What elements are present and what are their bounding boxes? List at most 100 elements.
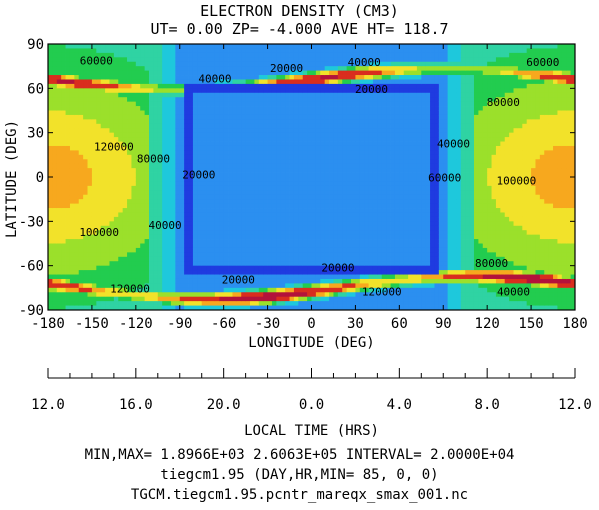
field-cell xyxy=(109,270,115,275)
field-cell xyxy=(311,159,317,165)
field-cell xyxy=(359,128,365,134)
field-cell xyxy=(372,137,378,142)
field-cell xyxy=(78,185,84,191)
field-cell xyxy=(258,137,264,142)
field-cell xyxy=(351,66,356,71)
field-cell xyxy=(109,132,115,138)
field-cell xyxy=(197,132,203,138)
field-cell xyxy=(241,287,247,293)
field-cell xyxy=(302,256,308,262)
field-cell xyxy=(289,119,295,125)
field-cell xyxy=(403,70,409,76)
field-cell xyxy=(127,274,132,280)
field-cell xyxy=(364,305,369,310)
field-cell xyxy=(197,172,203,178)
field-cell xyxy=(184,296,189,302)
field-cell xyxy=(210,48,216,54)
field-cell xyxy=(52,61,58,67)
field-cell xyxy=(96,252,102,258)
field-cell xyxy=(324,75,330,80)
field-cell xyxy=(109,141,115,147)
field-cell xyxy=(403,221,409,227)
field-cell xyxy=(241,61,247,67)
field-cell xyxy=(293,243,299,249)
field-cell xyxy=(241,137,247,142)
field-cell xyxy=(285,278,290,284)
field-cell xyxy=(399,137,405,142)
field-cell xyxy=(381,190,387,196)
field-cell xyxy=(232,97,238,103)
field-cell xyxy=(201,172,207,178)
field-cell xyxy=(140,106,146,111)
field-cell xyxy=(271,123,277,129)
field-cell xyxy=(109,252,115,258)
field-cell xyxy=(144,145,150,151)
field-cell xyxy=(298,66,304,71)
field-cell xyxy=(342,132,348,138)
field-cell xyxy=(201,287,207,293)
field-cell xyxy=(214,305,220,310)
field-cell xyxy=(236,230,242,236)
field-cell xyxy=(192,296,198,302)
field-cell xyxy=(96,292,102,298)
field-cell xyxy=(399,221,405,227)
field-cell xyxy=(368,296,374,302)
field-cell xyxy=(408,256,413,262)
field-cell xyxy=(386,48,391,54)
field-cell xyxy=(245,177,251,182)
field-cell xyxy=(267,203,273,209)
field-cell xyxy=(298,145,304,151)
field-cell xyxy=(324,97,330,103)
field-cell xyxy=(403,66,409,71)
field-cell xyxy=(329,52,334,58)
field-cell xyxy=(56,234,62,240)
field-cell xyxy=(210,106,216,111)
field-cell xyxy=(157,159,163,165)
field-cell xyxy=(83,52,88,58)
field-cell xyxy=(157,110,163,116)
field-cell xyxy=(157,79,163,85)
field-cell xyxy=(254,185,260,191)
field-cell xyxy=(87,128,93,134)
field-cell xyxy=(386,274,391,280)
field-cell xyxy=(170,301,176,306)
field-cell xyxy=(372,225,378,231)
field-cell xyxy=(386,44,391,49)
field-cell xyxy=(394,221,400,227)
field-cell xyxy=(153,110,159,116)
field-cell xyxy=(315,48,321,54)
field-cell xyxy=(236,123,242,129)
field-cell xyxy=(65,194,71,200)
field-cell xyxy=(219,287,225,293)
field-cell xyxy=(359,292,365,298)
field-cell xyxy=(298,110,304,116)
field-cell xyxy=(263,305,268,310)
field-cell xyxy=(197,234,203,240)
field-cell xyxy=(48,301,53,306)
field-cell xyxy=(381,230,387,236)
field-cell xyxy=(280,172,286,178)
field-cell xyxy=(329,44,334,49)
field-cell xyxy=(109,110,115,116)
field-cell xyxy=(280,163,286,169)
field-cell xyxy=(113,265,119,271)
field-cell xyxy=(223,292,229,298)
field-cell xyxy=(105,247,110,253)
field-cell xyxy=(307,106,312,111)
field-cell xyxy=(390,283,396,289)
field-cell xyxy=(201,70,207,76)
field-cell xyxy=(293,123,299,129)
field-cell xyxy=(293,172,299,178)
field-cell xyxy=(311,119,317,125)
field-cell xyxy=(170,83,176,89)
field-cell xyxy=(377,92,383,98)
field-cell xyxy=(87,247,93,253)
field-cell xyxy=(254,83,260,89)
field-cell xyxy=(386,239,391,244)
field-cell xyxy=(236,163,242,169)
field-cell xyxy=(267,106,273,111)
field-cell xyxy=(236,261,242,267)
field-cell xyxy=(381,75,387,80)
field-cell xyxy=(162,256,167,262)
field-cell xyxy=(241,292,247,298)
